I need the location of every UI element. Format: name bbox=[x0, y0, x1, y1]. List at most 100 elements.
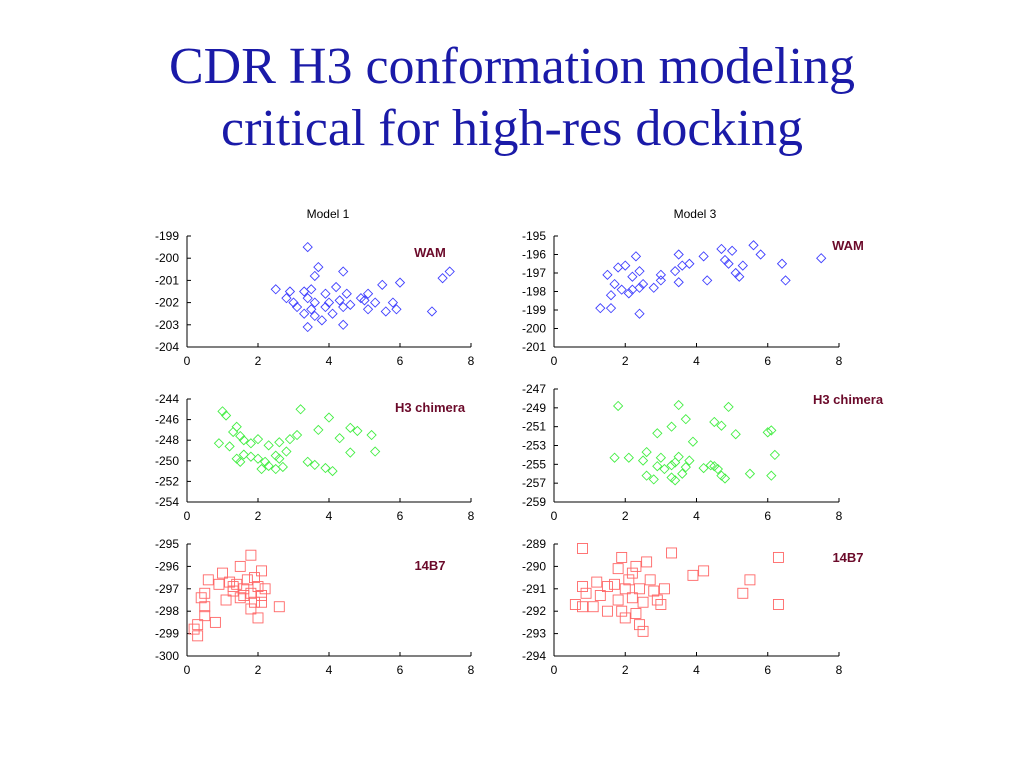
data-point bbox=[330, 281, 342, 293]
data-point bbox=[302, 241, 313, 253]
data-point bbox=[256, 596, 267, 608]
data-point bbox=[227, 585, 239, 597]
data-point bbox=[609, 452, 620, 463]
y-tick-label: -290 bbox=[522, 559, 546, 573]
data-point bbox=[277, 461, 288, 473]
data-point bbox=[345, 447, 356, 458]
series-annotation: H3 chimera bbox=[813, 392, 884, 407]
data-point bbox=[605, 290, 617, 301]
data-point bbox=[627, 284, 638, 295]
data-point bbox=[734, 271, 745, 282]
data-point bbox=[284, 286, 296, 297]
x-tick-label: 8 bbox=[836, 354, 843, 368]
data-point bbox=[577, 581, 588, 593]
data-point bbox=[634, 282, 645, 293]
data-point bbox=[309, 297, 320, 308]
data-point bbox=[769, 449, 781, 461]
y-tick-label: -300 bbox=[155, 649, 179, 663]
data-point bbox=[626, 567, 638, 579]
data-point bbox=[234, 592, 246, 604]
data-point bbox=[199, 587, 211, 599]
data-point bbox=[705, 460, 716, 471]
data-point bbox=[320, 462, 331, 474]
data-point bbox=[291, 301, 303, 313]
data-point bbox=[281, 293, 292, 304]
data-point bbox=[716, 243, 727, 255]
chart-m3-14b7: 0 2 4 6 8 -289 -290 -291 -292 -293 -294 14B7 bbox=[522, 537, 864, 677]
data-point bbox=[338, 266, 349, 277]
data-point bbox=[623, 452, 634, 463]
data-point bbox=[702, 275, 713, 286]
data-point bbox=[248, 596, 260, 608]
data-point bbox=[199, 601, 211, 613]
data-point bbox=[195, 592, 207, 604]
y-tick-label: -200 bbox=[155, 251, 179, 265]
data-point bbox=[362, 288, 374, 299]
data-point bbox=[252, 581, 264, 593]
data-point bbox=[320, 301, 331, 313]
data-point bbox=[306, 304, 317, 315]
y-tick-label: -291 bbox=[522, 582, 546, 596]
data-point bbox=[345, 422, 356, 433]
data-point bbox=[199, 610, 211, 622]
data-point bbox=[605, 303, 617, 314]
data-point bbox=[224, 441, 235, 452]
data-point bbox=[673, 277, 684, 288]
data-point bbox=[234, 560, 246, 572]
chart-m3-wam: 0 2 4 6 8 -195 -196 -197 -198 -199 -200 -201 Model 3… bbox=[522, 207, 864, 368]
x-tick-label: 6 bbox=[764, 354, 771, 368]
data-point bbox=[227, 581, 239, 593]
y-tick-label: -249 bbox=[522, 401, 546, 415]
data-point bbox=[630, 251, 642, 262]
data-point bbox=[641, 446, 652, 458]
data-point bbox=[655, 452, 667, 463]
data-point bbox=[712, 463, 724, 475]
data-point bbox=[659, 463, 670, 475]
y-tick-label: -298 bbox=[155, 604, 179, 618]
x-tick-label: 6 bbox=[764, 663, 771, 677]
data-point bbox=[619, 583, 631, 595]
data-point bbox=[320, 288, 331, 299]
data-point bbox=[687, 569, 699, 581]
y-tick-label: -253 bbox=[522, 439, 546, 453]
data-point bbox=[338, 301, 349, 313]
y-tick-label: -257 bbox=[522, 476, 546, 490]
data-point bbox=[726, 245, 738, 256]
data-point bbox=[677, 468, 688, 479]
y-tick-label: -293 bbox=[522, 627, 546, 641]
data-point bbox=[780, 275, 791, 286]
y-tick-label: -199 bbox=[155, 229, 179, 243]
data-point bbox=[245, 587, 257, 599]
data-point bbox=[595, 303, 606, 314]
slide-title-line-2: critical for high-res docking bbox=[221, 100, 803, 157]
y-tick-label: -297 bbox=[155, 582, 179, 596]
data-point bbox=[623, 288, 634, 299]
data-point bbox=[666, 547, 678, 559]
y-tick-label: -289 bbox=[522, 537, 546, 551]
data-point bbox=[772, 551, 784, 563]
data-point bbox=[309, 270, 320, 282]
data-point bbox=[655, 275, 667, 286]
data-point bbox=[263, 460, 274, 472]
data-point bbox=[723, 401, 734, 413]
data-point bbox=[652, 428, 663, 439]
data-point bbox=[323, 412, 335, 423]
data-point bbox=[302, 456, 313, 467]
y-tick-label: -248 bbox=[155, 433, 179, 447]
chart-title: Model 3 bbox=[674, 207, 717, 221]
data-point bbox=[772, 599, 784, 610]
data-point bbox=[380, 306, 391, 317]
data-point bbox=[245, 603, 257, 615]
data-point bbox=[228, 426, 239, 438]
data-point bbox=[217, 567, 228, 579]
data-point bbox=[309, 310, 320, 322]
data-point bbox=[651, 594, 663, 606]
data-point bbox=[620, 260, 631, 271]
data-point bbox=[235, 456, 246, 467]
x-tick-label: 2 bbox=[255, 509, 262, 523]
x-tick-label: 0 bbox=[184, 509, 191, 523]
data-point bbox=[334, 295, 345, 306]
data-point bbox=[366, 429, 377, 441]
y-tick-label: -202 bbox=[155, 296, 179, 310]
